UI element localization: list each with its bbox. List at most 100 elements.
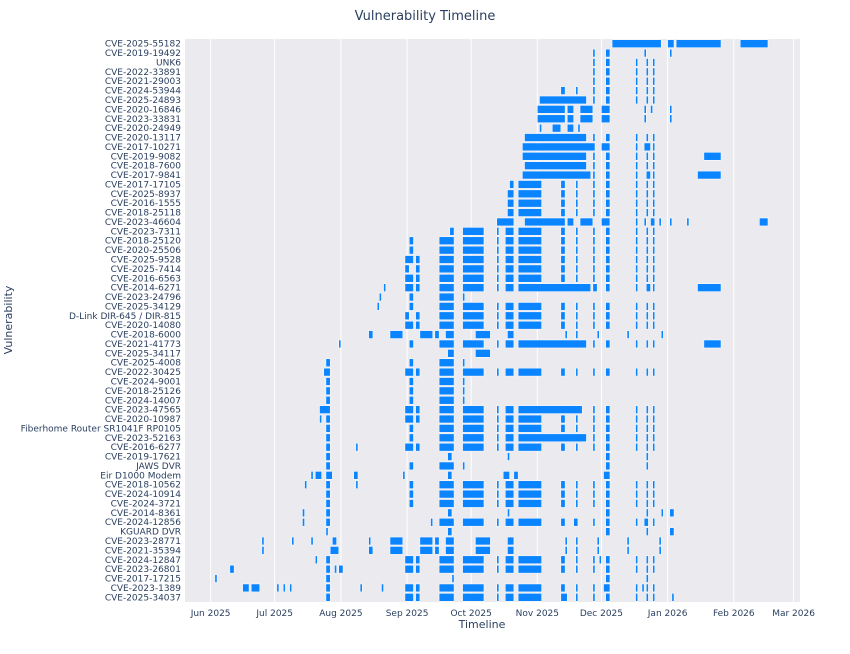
timeline-bar [575, 536, 579, 546]
timeline-bar [447, 349, 455, 358]
y-tick-label: CVE-2025-24893 [105, 96, 181, 106]
timeline-bar [475, 349, 491, 358]
timeline-bar [355, 442, 359, 452]
timeline-bar [496, 311, 500, 320]
timeline-bar [605, 58, 611, 67]
timeline-bar [652, 424, 656, 433]
timeline-bar [605, 255, 611, 264]
row-bars [537, 114, 673, 123]
timeline-bar [560, 583, 566, 593]
timeline-bar [592, 518, 596, 527]
row-bars [325, 527, 675, 536]
row-bars [522, 170, 722, 180]
timeline-bar [575, 414, 579, 424]
timeline-bar [646, 311, 649, 320]
timeline-bar [605, 452, 611, 461]
timeline-bar [658, 546, 662, 555]
timeline-bar [462, 367, 485, 377]
timeline-bar [438, 264, 455, 274]
timeline-bar [404, 593, 414, 602]
y-tick-label: CVE-2020-14080 [105, 321, 181, 331]
timeline-bar [592, 424, 596, 433]
y-tick-label: CVE-2023-26801 [105, 565, 181, 575]
timeline-bar [507, 536, 515, 546]
row-bars [325, 386, 465, 396]
timeline-bar [635, 405, 638, 414]
timeline-bar [652, 170, 656, 180]
timeline-bar [646, 555, 649, 564]
timeline-bar [517, 199, 542, 208]
timeline-bar [601, 105, 611, 114]
row-bars [449, 227, 656, 236]
timeline-bar [438, 461, 455, 471]
timeline-bar [652, 189, 656, 199]
timeline-bar [671, 593, 675, 602]
timeline-bar [646, 208, 649, 217]
timeline-bar [646, 574, 649, 583]
timeline-bar [575, 199, 579, 208]
timeline-bar [635, 142, 638, 152]
timeline-bar [566, 217, 574, 227]
timeline-bar [462, 396, 465, 405]
timeline-bar [575, 442, 579, 452]
y-tick-label: CVE-2023-24796 [105, 293, 181, 303]
timeline-bar [635, 170, 638, 180]
timeline-bar [667, 39, 675, 48]
timeline-bar [635, 283, 638, 292]
row-bars [304, 480, 656, 489]
timeline-bar [302, 518, 305, 527]
timeline-bar [524, 133, 587, 142]
timeline-bar [325, 386, 331, 396]
timeline-bar [635, 583, 638, 593]
row-bars [408, 236, 656, 245]
y-tick-label: CVE-2020-13117 [105, 134, 181, 144]
timeline-bar [605, 152, 611, 161]
y-tick-label: CVE-2016-6277 [111, 443, 181, 453]
timeline-bar [605, 170, 611, 180]
timeline-bar [517, 274, 542, 283]
timeline-bar [522, 142, 596, 152]
timeline-bar [505, 555, 515, 564]
timeline-bar [408, 386, 414, 396]
timeline-bar [560, 302, 566, 311]
timeline-bar [635, 480, 638, 489]
timeline-bar [496, 283, 500, 292]
y-tick-label: CVE-2018-7600 [111, 162, 182, 172]
timeline-bar [592, 283, 598, 292]
timeline-bar [389, 536, 404, 546]
timeline-bar [592, 245, 596, 255]
timeline-bar [601, 142, 611, 152]
timeline-bar [325, 593, 331, 602]
timeline-bar [646, 95, 649, 105]
timeline-bar [605, 95, 611, 105]
timeline-bar [462, 255, 485, 264]
timeline-bar [646, 424, 649, 433]
timeline-bar [635, 95, 638, 105]
timeline-bar [438, 274, 455, 283]
timeline-bar [635, 489, 638, 499]
timeline-bar [560, 499, 566, 508]
row-bars [592, 67, 656, 77]
timeline-bar [359, 583, 363, 593]
timeline-bar [646, 302, 649, 311]
timeline-bar [652, 274, 656, 283]
timeline-bar [502, 471, 510, 480]
y-tick-label: CVE-2024-10914 [105, 490, 181, 500]
timeline-bar [635, 518, 638, 527]
timeline-bar [592, 95, 596, 105]
timeline-bar [575, 236, 579, 245]
timeline-bar [505, 302, 515, 311]
timeline-bar [605, 199, 611, 208]
timeline-bar [408, 339, 414, 349]
timeline-bar [658, 536, 662, 546]
timeline-bar [462, 227, 485, 236]
timeline-bar [669, 217, 673, 227]
timeline-bar [434, 536, 440, 546]
timeline-bar [646, 564, 649, 574]
timeline-bar [605, 499, 611, 508]
timeline-bar [605, 564, 611, 574]
timeline-bar [517, 245, 542, 255]
timeline-bar [517, 433, 587, 442]
y-tick-label: CVE-2019-17621 [105, 453, 181, 463]
